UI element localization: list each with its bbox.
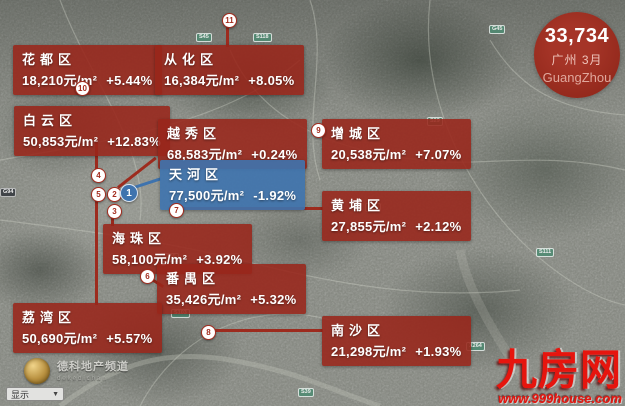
district-name: 增城区 [331, 126, 386, 141]
district-name: 从化区 [164, 52, 219, 67]
marker-rank-1: 1 [120, 184, 138, 202]
district-price: 16,384元/m² +8.05% [164, 73, 295, 88]
watermark-title: 九房网 [496, 346, 622, 394]
district-price: 18,210元/m²+5.44% [22, 73, 153, 88]
district-label-liwan: 荔湾区 50,690元/m² +5.57% [13, 303, 162, 353]
district-price: 77,500元/m² -1.92% [169, 188, 297, 203]
city-average-price: 33,734 [544, 25, 610, 47]
connector-liwan [95, 197, 98, 305]
district-name: 番禺区 [166, 271, 221, 286]
city-name-cn: 广州 3月 [551, 53, 603, 67]
district-price: 27,855元/m² +2.12% [331, 219, 462, 234]
connector-baiyun [95, 142, 98, 176]
marker-rank-7: 7 [169, 203, 184, 218]
publisher-name: 德科地产频道 [57, 361, 129, 373]
marker-rank-10: 10 [75, 81, 90, 96]
district-price: 68,583元/m² +0.24% [167, 147, 298, 162]
district-name: 南沙区 [331, 323, 386, 338]
marker-rank-8: 8 [201, 325, 216, 340]
district-label-zengcheng: 增城区 20,538元/m² +7.07% [322, 119, 471, 169]
district-price: 58,100元/m² +3.92% [112, 252, 243, 267]
district-price: 20,538元/m² +7.07% [331, 147, 462, 162]
connector-nansha [211, 329, 323, 332]
district-label-baiyun: 白云区 50,853元/m² +12.83% [14, 106, 171, 156]
district-label-huangpu: 黄埔区 27,855元/m² +2.12% [322, 191, 471, 241]
district-price: 50,853元/m² +12.83% [23, 134, 162, 149]
deke-logo-icon [24, 358, 50, 384]
marker-rank-11: 11 [222, 13, 237, 28]
district-name: 花都区 [22, 52, 77, 67]
road-badge: G45 [489, 25, 506, 34]
site-watermark: 九房网 www.999house.com [496, 346, 622, 406]
marker-rank-2: 2 [107, 187, 122, 202]
city-name-en: GuangZhou [542, 70, 612, 85]
marker-rank-6: 6 [140, 269, 155, 284]
road-badge: S111 [536, 248, 555, 257]
layer-select-label: 显示 [11, 389, 30, 400]
marker-rank-5: 5 [91, 187, 106, 202]
district-price: 21,298元/m² +1.93% [331, 344, 462, 359]
district-label-conghua: 从化区 16,384元/m² +8.05% [155, 45, 304, 95]
city-summary-badge: 33,734 广州 3月 GuangZhou [534, 12, 620, 98]
district-name: 黄埔区 [331, 198, 386, 213]
district-label-panyu: 番禺区 35,426元/m² +5.32% [157, 264, 306, 314]
layer-select[interactable]: 显示 ▼ [6, 387, 64, 401]
connector-haizhu [111, 214, 114, 226]
publisher-branding: 德科地产频道 dekedichan [24, 358, 129, 384]
road-badge: S45 [196, 33, 212, 42]
district-name: 白云区 [23, 113, 78, 128]
district-name: 天河区 [169, 167, 224, 182]
district-price: 50,690元/m² +5.57% [22, 331, 153, 346]
district-label-nansha: 南沙区 21,298元/m² +1.93% [322, 316, 471, 366]
road-badge: S39 [298, 388, 314, 397]
marker-rank-9: 9 [311, 123, 326, 138]
district-name: 越秀区 [167, 126, 222, 141]
district-price: 35,426元/m² +5.32% [166, 292, 297, 307]
district-name: 荔湾区 [22, 310, 77, 325]
road-badge: S118 [253, 33, 272, 42]
publisher-subtext: dekedichan [57, 376, 108, 382]
marker-rank-4: 4 [91, 168, 106, 183]
chevron-down-icon: ▼ [52, 390, 59, 398]
connector-conghua [226, 22, 229, 47]
watermark-url: www.999house.com [498, 391, 622, 406]
district-name: 海珠区 [112, 231, 167, 246]
marker-rank-3: 3 [107, 204, 122, 219]
district-label-tianhe: 天河区 77,500元/m² -1.92% [160, 160, 306, 210]
road-badge: G94 [0, 188, 17, 197]
